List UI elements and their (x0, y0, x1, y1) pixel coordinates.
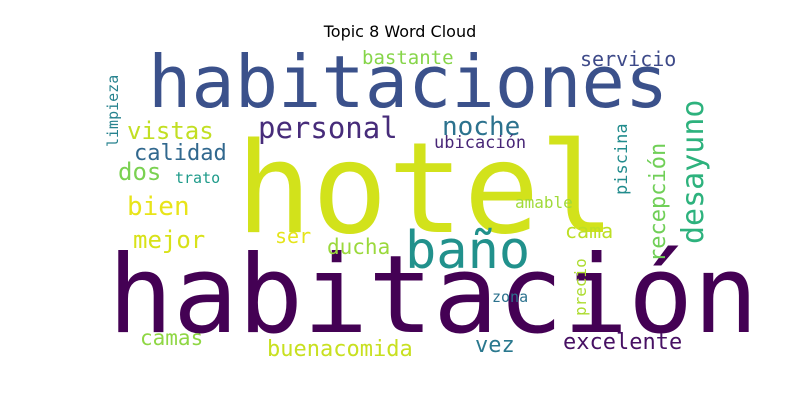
word-vez: vez (475, 333, 515, 358)
word-bastante: bastante (362, 47, 454, 69)
word-desayuno: desayuno (676, 100, 711, 245)
word-buenacomida: buenacomida (267, 337, 413, 362)
word-ducha: ducha (327, 235, 390, 259)
word-piscina: piscina (612, 123, 632, 195)
word-camas: camas (140, 326, 203, 350)
word-ser: ser (275, 224, 311, 248)
word-dos: dos (118, 158, 161, 186)
word-hotel: hotel (236, 115, 615, 262)
chart-title: Topic 8 Word Cloud (323, 22, 477, 41)
word-servicio: servicio (580, 47, 676, 71)
word-amable: amable (515, 193, 573, 212)
word-vistas: vistas (127, 117, 214, 145)
word-baño: baño (405, 221, 530, 281)
word-ubicación: ubicación (434, 133, 526, 153)
word-zona: zona (492, 288, 528, 306)
word-habitaciones: habitaciones (148, 40, 668, 124)
word-trato: trato (175, 169, 220, 187)
word-calidad: calidad (134, 141, 227, 166)
word-cama: cama (565, 219, 613, 243)
word-habitación: habitación (108, 233, 758, 358)
word-mejor: mejor (133, 226, 205, 254)
word-limpieza: limpieza (104, 75, 122, 147)
word-personal: personal (258, 111, 398, 145)
word-excelente: excelente (563, 330, 682, 355)
word-precio: precio (571, 258, 590, 316)
word-recepción: recepción (646, 143, 671, 262)
word-bien: bien (127, 192, 190, 222)
word-noche: noche (442, 112, 520, 142)
